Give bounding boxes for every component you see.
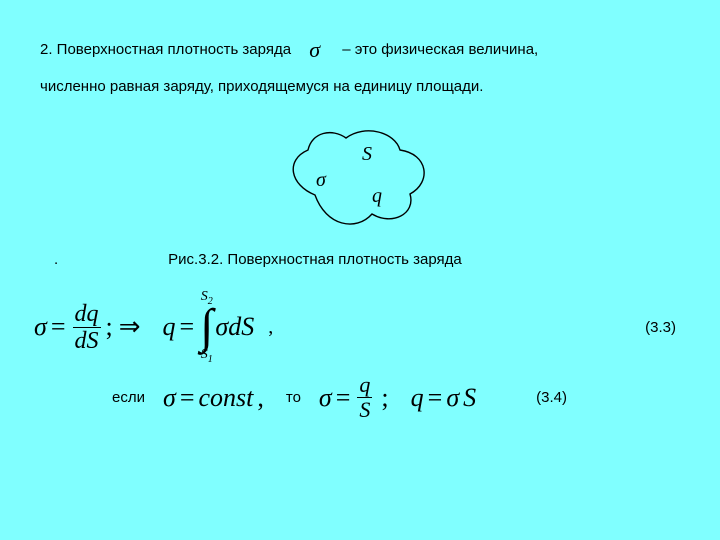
stray-dot: .: [54, 251, 58, 268]
equation-number-3-3: (3.3): [645, 319, 676, 336]
eq2-const: const: [198, 383, 253, 413]
figure-label-q: q: [372, 185, 382, 207]
eq2b-sigma: σ: [319, 383, 332, 413]
eq2b-eq: =: [336, 383, 351, 413]
eq1-implies: ⇒: [119, 312, 141, 342]
equation-3-3: σ = dq dS ; ⇒ q = S2 ∫ S1 σ: [34, 290, 273, 364]
figure-container: S σ q: [40, 110, 680, 245]
eq1-integral: S2 ∫ S1: [200, 290, 213, 364]
eq2b-fraction-qs: q S: [357, 374, 372, 421]
eq2b-den-s: S: [357, 399, 372, 421]
equation-3-4-row: если σ = const , то σ = q S ; q = σ S (3…: [40, 374, 680, 421]
definition-paragraph: 2. Поверхностная плотность заряда σ – эт…: [40, 28, 680, 102]
eq1-equals: =: [51, 312, 66, 342]
text-line2: численно равная заряду, приходящемуся на…: [40, 78, 483, 95]
eq1-equals2: =: [180, 312, 195, 342]
eq1-ds: dS: [228, 312, 254, 342]
figure-caption: Рис.3.2. Поверхностная плотность заряда: [168, 251, 462, 268]
eq1-sigma: σ: [34, 312, 47, 342]
if-word: если: [112, 389, 145, 406]
figure-label-s: S: [362, 143, 372, 165]
caption-row: . Рис.3.2. Поверхностная плотность заряд…: [40, 251, 680, 268]
text-intro: 2. Поверхностная плотность заряда: [40, 41, 291, 58]
eq1-comma: ,: [268, 316, 273, 339]
then-word: то: [286, 389, 301, 406]
slide: 2. Поверхностная плотность заряда σ – эт…: [0, 0, 720, 540]
charge-surface-figure: S σ q: [260, 110, 460, 240]
eq1-lower-limit: S1: [201, 348, 213, 365]
eq1-semicolon: ;: [106, 312, 113, 342]
text-intro-cont: – это физическая величина,: [342, 41, 538, 58]
eq2-sigma: σ: [163, 383, 176, 413]
figure-label-sigma: σ: [316, 169, 327, 191]
equation-sigma-qs: σ = q S ; q = σ S: [319, 374, 476, 421]
eq2c-sigma: σ: [446, 383, 459, 413]
eq1-den-ds: dS: [73, 329, 101, 353]
eq2c-q: q: [411, 383, 424, 413]
eq2b-semi: ;: [381, 383, 388, 413]
eq1-ll-s: S: [201, 347, 208, 362]
equation-sigma-const: σ = const ,: [163, 383, 268, 413]
integral-sign-icon: ∫: [200, 307, 213, 348]
eq2c-s: S: [463, 383, 476, 413]
eq1-sigma2: σ: [215, 312, 228, 342]
eq1-q: q: [163, 312, 176, 342]
eq2-eq1: =: [180, 383, 195, 413]
eq1-ll-1: 1: [208, 353, 213, 364]
eq1-num-dq: dq: [73, 302, 101, 326]
eq2-comma: ,: [257, 383, 264, 413]
eq2b-num-q: q: [357, 374, 372, 396]
eq2c-eq: =: [428, 383, 443, 413]
blob-outline: [293, 131, 424, 224]
sigma-symbol-inline: σ: [309, 28, 320, 72]
eq1-fraction-dqds: dq dS: [73, 302, 101, 353]
equation-3-3-row: σ = dq dS ; ⇒ q = S2 ∫ S1 σ: [40, 290, 680, 364]
equation-number-3-4: (3.4): [536, 389, 567, 406]
